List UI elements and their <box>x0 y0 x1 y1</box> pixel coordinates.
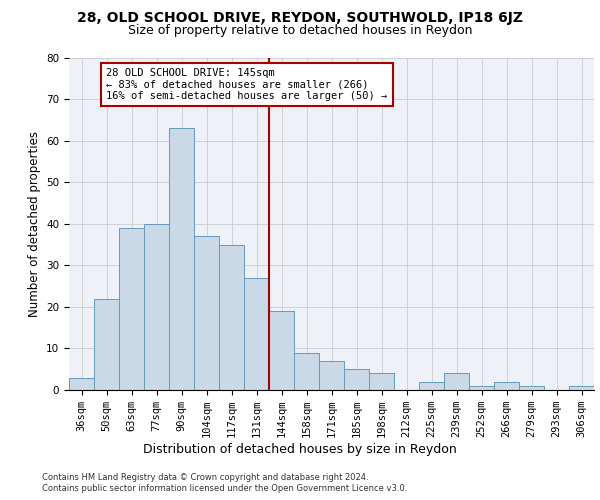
Y-axis label: Number of detached properties: Number of detached properties <box>28 130 41 317</box>
Bar <box>444 374 469 390</box>
Text: 28 OLD SCHOOL DRIVE: 145sqm
← 83% of detached houses are smaller (266)
16% of se: 28 OLD SCHOOL DRIVE: 145sqm ← 83% of det… <box>107 68 388 101</box>
Bar <box>219 244 244 390</box>
Bar <box>69 378 94 390</box>
Bar <box>469 386 494 390</box>
Bar <box>494 382 519 390</box>
Bar <box>369 374 394 390</box>
Bar <box>194 236 219 390</box>
Bar <box>344 369 369 390</box>
Bar <box>419 382 444 390</box>
Text: Size of property relative to detached houses in Reydon: Size of property relative to detached ho… <box>128 24 472 37</box>
Bar <box>94 298 119 390</box>
Bar <box>144 224 169 390</box>
Bar <box>569 386 594 390</box>
Bar <box>119 228 144 390</box>
Text: 28, OLD SCHOOL DRIVE, REYDON, SOUTHWOLD, IP18 6JZ: 28, OLD SCHOOL DRIVE, REYDON, SOUTHWOLD,… <box>77 11 523 25</box>
Bar <box>319 361 344 390</box>
Bar <box>294 352 319 390</box>
Text: Contains HM Land Registry data © Crown copyright and database right 2024.: Contains HM Land Registry data © Crown c… <box>42 472 368 482</box>
Bar <box>269 311 294 390</box>
Text: Distribution of detached houses by size in Reydon: Distribution of detached houses by size … <box>143 442 457 456</box>
Bar <box>169 128 194 390</box>
Bar <box>519 386 544 390</box>
Bar <box>244 278 269 390</box>
Text: Contains public sector information licensed under the Open Government Licence v3: Contains public sector information licen… <box>42 484 407 493</box>
